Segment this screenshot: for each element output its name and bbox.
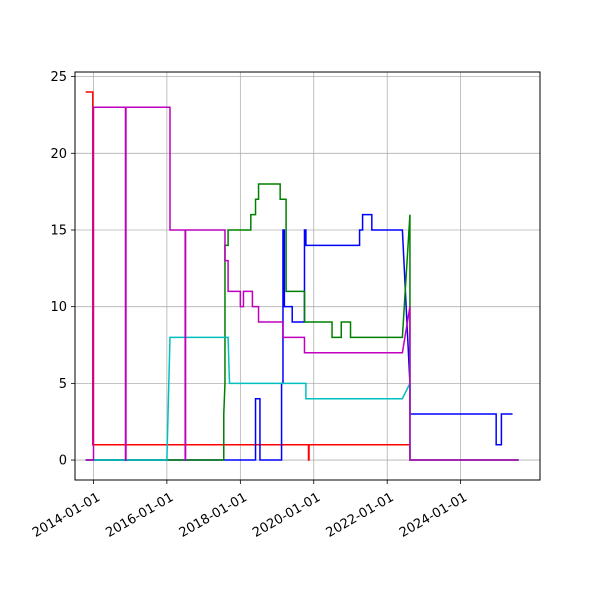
y-tick-label: 15 <box>50 223 67 238</box>
series-lines <box>85 91 519 461</box>
y-tick-label: 0 <box>59 454 67 469</box>
series-line-5 <box>85 106 519 461</box>
y-tick-label: 5 <box>59 377 67 392</box>
grid-lines <box>75 72 540 480</box>
y-tick-label: 10 <box>50 300 67 315</box>
plot-area <box>75 72 540 480</box>
y-tick-label: 20 <box>50 147 67 162</box>
y-tick-label: 25 <box>50 70 67 85</box>
plot-frame <box>74 71 541 481</box>
series-line-3 <box>85 183 519 461</box>
